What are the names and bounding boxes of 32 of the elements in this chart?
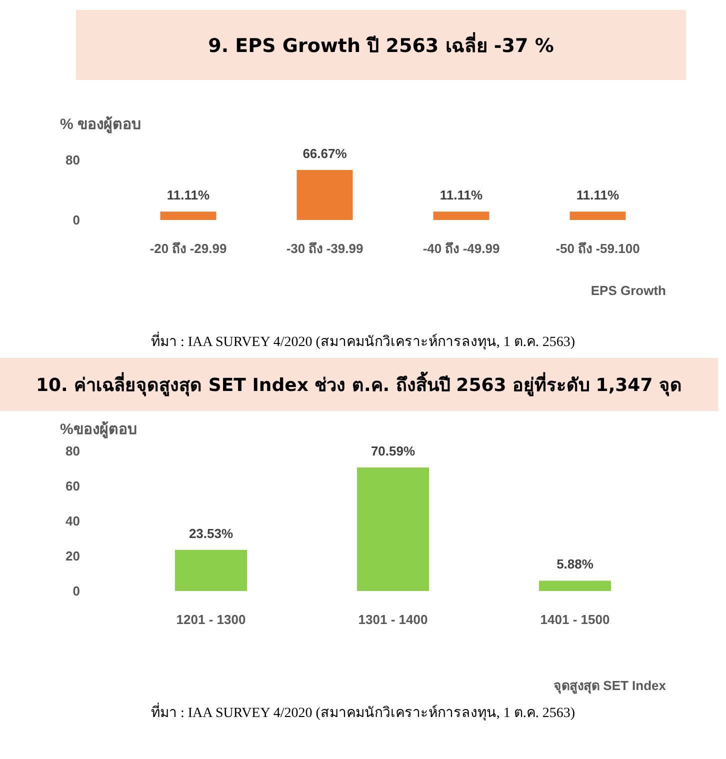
data-label: 70.59% — [370, 443, 416, 458]
text: ที่มา : IAA SURVEY 4/2020 (สมาคมนักวิเคราะห์การลงทุน, 1 ต.ค. 2563) — [150, 702, 576, 723]
x-tick-label: -50 ถึง -59.100 — [556, 241, 640, 256]
data-label: 5.88% — [556, 556, 594, 572]
x-tick-label: 1301 - 1400 — [358, 612, 428, 627]
bar — [539, 580, 611, 591]
chart-title: 10. ค่าเฉลี่ยจุดสูงสุด SET Index ช่วง ต.ค. ถึงสิ้นปี 2563 อยู่ที่ระดับ 1,347 จุด — [0, 358, 718, 411]
text: ที่มา : IAA SURVEY 4/2020 (สมาคมนักวิเคราะห์การลงทุน, 1 ต.ค. 2563) — [150, 330, 576, 352]
y-tick-label: 80 — [66, 152, 80, 168]
y-tick-label: 80 — [66, 444, 80, 458]
x-tick-label: -20 ถึง -29.99 — [150, 241, 227, 256]
x-tick-label: -30 ถึง -39.99 — [286, 241, 364, 256]
data-label: 11.11% — [576, 188, 620, 203]
x-tick-label: -40 ถึง -49.99 — [422, 241, 500, 256]
y-axis-title: %ของผู้ตอบ — [60, 421, 138, 439]
y-axis-title: % ของผู้ตอบ — [60, 116, 142, 134]
y-tick-label: 60 — [66, 478, 80, 494]
data-label: 11.11% — [440, 188, 484, 203]
x-tick-label: 1201 - 1300 — [176, 612, 246, 627]
bar — [357, 467, 429, 591]
y-tick-label: 0 — [72, 212, 80, 228]
y-tick-label: 0 — [72, 584, 80, 598]
data-label: 66.67% — [302, 146, 348, 161]
y-tick-label: 20 — [66, 548, 80, 564]
data-label: 23.53% — [188, 526, 234, 541]
y-tick-label: 40 — [66, 514, 80, 528]
chart-title: 9. EPS Growth ปี 2563 เฉลี่ย -37 % — [76, 10, 686, 80]
x-axis-title: จุดสูงสุด SET Index — [554, 678, 667, 694]
data-label: 11.11% — [166, 188, 210, 203]
bar — [175, 550, 247, 591]
x-axis-title: EPS Growth — [590, 283, 666, 298]
x-tick-label: 1401 - 1500 — [540, 612, 610, 627]
